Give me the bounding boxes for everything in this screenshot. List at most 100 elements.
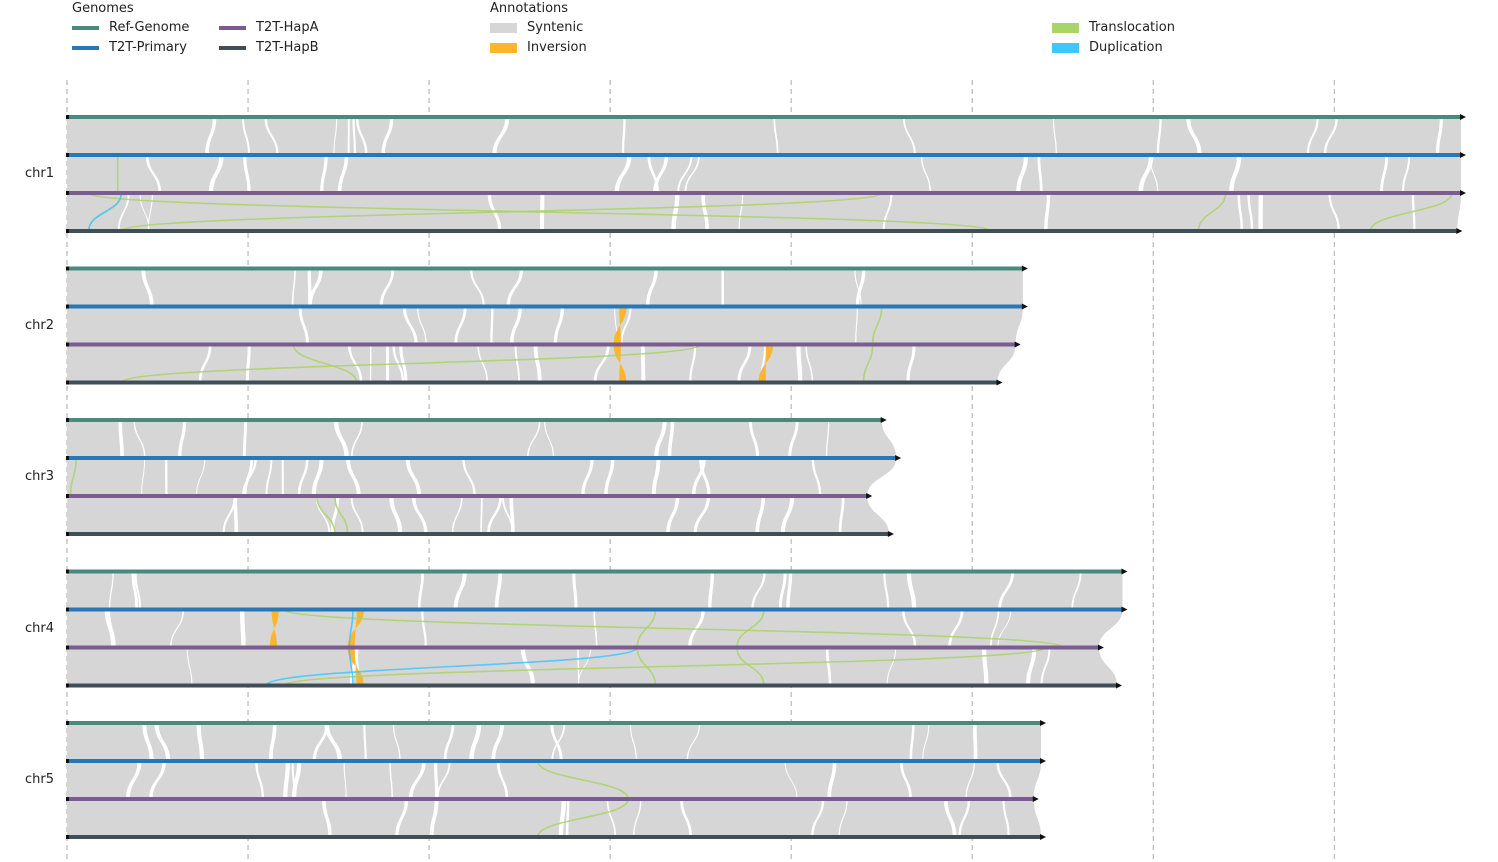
syntenic-break: [242, 420, 248, 458]
syntenic-ribbon: [67, 761, 1041, 799]
legend-label: Translocation: [1089, 20, 1175, 35]
syntenic-break: [454, 306, 467, 345]
syntenic-break: [1247, 193, 1254, 231]
syntenic-break: [902, 117, 916, 155]
syntenic-break: [721, 268, 725, 307]
syntenic-break: [751, 571, 766, 610]
syntenic-break: [264, 117, 279, 155]
track-end-marker: [996, 379, 1003, 386]
track-start-marker: [66, 683, 69, 688]
syntenic-break: [198, 344, 212, 383]
syntenic-break: [748, 420, 760, 458]
syntenic-break: [684, 155, 700, 193]
syntenic-break: [348, 344, 363, 383]
syntenic-break: [324, 723, 343, 761]
syntenic-break: [686, 723, 701, 761]
syntenic-break: [243, 155, 251, 193]
syntenic-break: [149, 761, 166, 799]
syntenic-break: [1323, 117, 1338, 155]
syntenic-break: [550, 723, 563, 761]
syntenic-break: [1402, 155, 1411, 193]
syntenic-break: [773, 117, 779, 155]
syntenic-break: [337, 155, 349, 193]
track-end-marker: [1014, 341, 1021, 348]
syntenic-break: [909, 723, 915, 761]
syntenic-break: [577, 647, 591, 686]
syntenic-ribbon: [67, 723, 1041, 761]
syntenic-break: [1044, 193, 1051, 231]
track-start-marker: [66, 797, 69, 801]
legend-annotation-syntenic: Syntenic: [490, 20, 583, 35]
legend-annotation-translocation: Translocation: [1052, 20, 1175, 35]
syntenic-break: [838, 496, 845, 534]
track-end-marker: [1039, 834, 1046, 840]
legend-genome-hapb: T2T-HapB: [219, 40, 319, 55]
syntenic-ribbon: [67, 420, 897, 458]
legend-swatch: [1052, 22, 1079, 33]
syntenic-break: [943, 799, 957, 837]
syntenic-break: [312, 723, 329, 761]
syntenic-break: [533, 344, 542, 383]
syntenic-break: [778, 571, 787, 610]
syntenic-break: [1380, 155, 1389, 193]
syntenic-break: [906, 571, 917, 610]
syntenic-break: [347, 117, 350, 155]
track-start-marker: [66, 229, 69, 233]
track-start-marker: [66, 304, 69, 309]
syntenic-break: [343, 761, 347, 799]
syntenic-break: [572, 571, 578, 610]
legend-genomes-title: Genomes: [72, 1, 134, 16]
syntenic-break: [640, 344, 646, 383]
syntenic-break: [480, 496, 483, 534]
syntenic-break: [417, 306, 427, 345]
inversion-ribbon: [758, 344, 774, 383]
track-end-marker: [880, 417, 887, 423]
syntenic-break: [981, 647, 989, 686]
syntenic-break: [369, 344, 372, 383]
syntenic-break: [527, 420, 541, 458]
syntenic-break: [350, 496, 364, 534]
track-end-marker: [895, 455, 902, 461]
syntenic-ribbon: [67, 571, 1123, 610]
syntenic-break: [297, 458, 309, 496]
syntenic-break: [245, 344, 251, 383]
track-end-marker: [1021, 265, 1028, 272]
syntenic-break: [614, 155, 632, 193]
translocation-link: [536, 760, 630, 800]
chromosome-label-chr4: chr4: [25, 621, 55, 636]
track-start-marker: [66, 532, 69, 536]
legend-label: Ref-Genome: [109, 20, 190, 35]
legend-label: T2T-HapA: [256, 20, 319, 35]
syntenic-break: [315, 496, 331, 534]
syntenic-break: [997, 609, 1012, 648]
translocation-link: [736, 647, 765, 686]
inversion-ribbon: [613, 344, 627, 383]
syntenic-break: [355, 117, 368, 155]
syntenic-break: [402, 306, 418, 345]
duplication-link: [265, 646, 639, 687]
legend-annotation-duplication: Duplication: [1052, 40, 1163, 55]
syntenic-break: [494, 571, 503, 610]
track-start-marker: [66, 835, 69, 839]
syntenic-break: [827, 761, 837, 799]
syntenic-break: [855, 306, 858, 345]
syntenic-break: [708, 571, 715, 610]
syntenic-ribbon: [67, 647, 1118, 686]
syntenic-break: [671, 193, 680, 231]
syntenic-break: [408, 761, 426, 799]
legend-swatch: [1052, 42, 1079, 53]
syntenic-break: [1052, 117, 1057, 155]
syntenic-break: [755, 496, 766, 534]
syntenic-break: [145, 155, 162, 193]
syntenic-break: [118, 420, 124, 458]
translocation-link: [120, 343, 702, 384]
syntenic-break: [108, 571, 114, 610]
syntenic-ribbon: [67, 496, 889, 534]
syntenic-break: [477, 344, 489, 383]
syntenic-break: [1436, 117, 1443, 155]
syntenic-break: [651, 458, 661, 496]
legend-label: T2T-Primary: [109, 40, 187, 55]
syntenic-break: [392, 723, 401, 761]
track-start-marker: [66, 494, 69, 498]
syntenic-break: [311, 458, 324, 496]
